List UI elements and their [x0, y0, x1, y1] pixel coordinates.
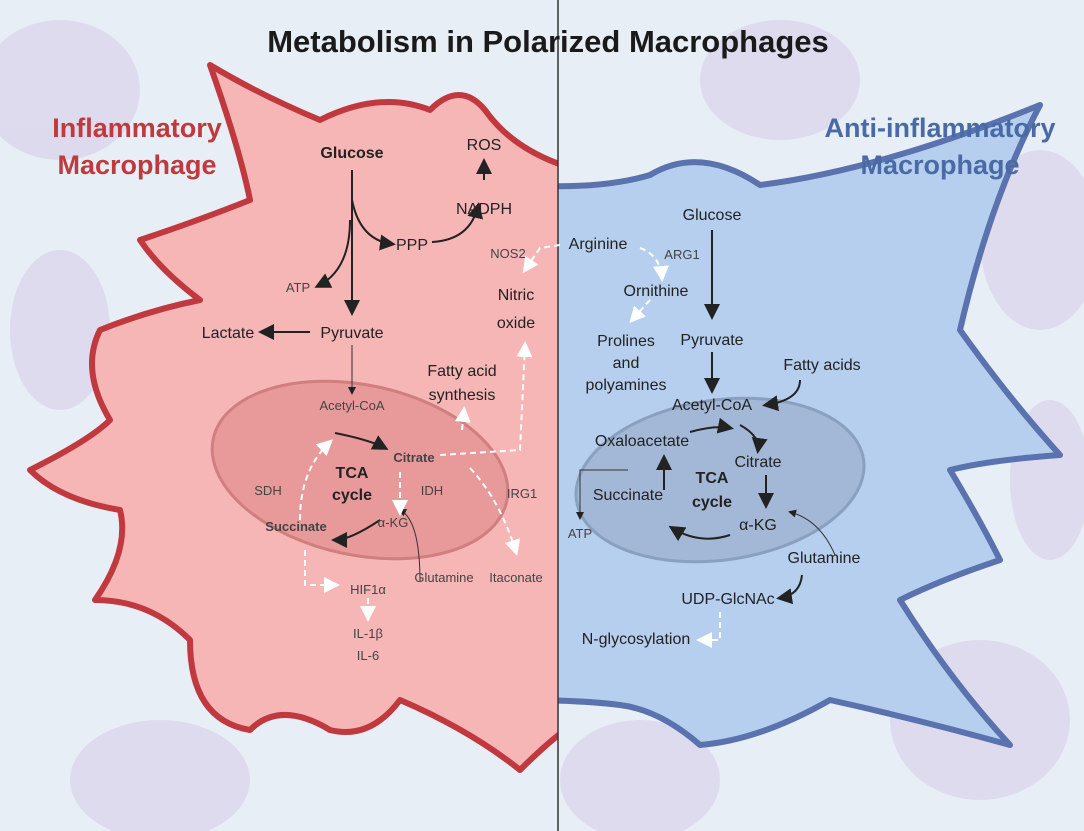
label: Arginine: [569, 236, 628, 253]
label: cycle: [692, 494, 732, 511]
label: Acetyl-CoA: [672, 397, 752, 414]
label: Itaconate: [489, 570, 543, 585]
label: Glutamine: [414, 570, 473, 585]
label: TCA: [336, 465, 369, 482]
inflammatory-cell: [27, 62, 558, 773]
label: HIF1α: [350, 582, 386, 597]
label: α-KG: [378, 515, 409, 530]
anti-inflammatory-labels: Glucose ARG1 Ornithine Prolines and poly…: [568, 207, 861, 648]
label: IRG1: [507, 486, 537, 501]
label: polyamines: [586, 377, 667, 394]
label: Succinate: [593, 487, 663, 504]
label: Glucose: [683, 207, 742, 224]
label: TCA: [696, 470, 729, 487]
label: ROS: [467, 137, 502, 154]
label: N-glycosylation: [582, 631, 690, 648]
label: Pyruvate: [680, 332, 743, 349]
label: NADPH: [456, 201, 512, 218]
heading: Macrophage: [57, 150, 216, 180]
label: ATP: [568, 526, 592, 541]
label: IL-6: [357, 648, 379, 663]
label: Succinate: [265, 519, 326, 534]
label: IDH: [421, 483, 443, 498]
label: α-KG: [739, 517, 777, 534]
label: Ornithine: [624, 283, 689, 300]
label: synthesis: [429, 387, 496, 404]
label: Fatty acids: [783, 357, 860, 374]
label: oxide: [497, 315, 535, 332]
label: Lactate: [202, 325, 255, 342]
heading: Inflammatory: [52, 113, 222, 143]
label: cycle: [332, 487, 372, 504]
label: UDP-GlcNAc: [681, 591, 774, 608]
label: Citrate: [393, 450, 434, 465]
label: Nitric: [498, 287, 534, 304]
label: Glutamine: [788, 550, 861, 567]
label: Oxaloacetate: [595, 433, 689, 450]
heading: Macrophage: [860, 150, 1019, 180]
label: SDH: [254, 483, 281, 498]
label: and: [613, 355, 640, 372]
label: IL-1β: [353, 626, 383, 641]
label: Glucose: [320, 145, 383, 162]
title: Metabolism in Polarized Macrophages: [267, 24, 829, 59]
label: Citrate: [734, 454, 781, 471]
label: Fatty acid: [427, 363, 496, 380]
label: Pyruvate: [320, 325, 383, 342]
label: NOS2: [490, 246, 525, 261]
label: PPP: [396, 237, 428, 254]
label: ATP: [286, 280, 310, 295]
label: ARG1: [664, 247, 699, 262]
heading: Anti-inflammatory: [824, 113, 1055, 143]
inflammatory-labels: Glucose PPP NADPH ROS ATP Lactate Pyruva…: [202, 137, 543, 663]
anti-inflammatory-cell: [558, 102, 1063, 748]
label: Prolines: [597, 333, 655, 350]
label: Acetyl-CoA: [319, 398, 384, 413]
arrows: [258, 158, 836, 648]
